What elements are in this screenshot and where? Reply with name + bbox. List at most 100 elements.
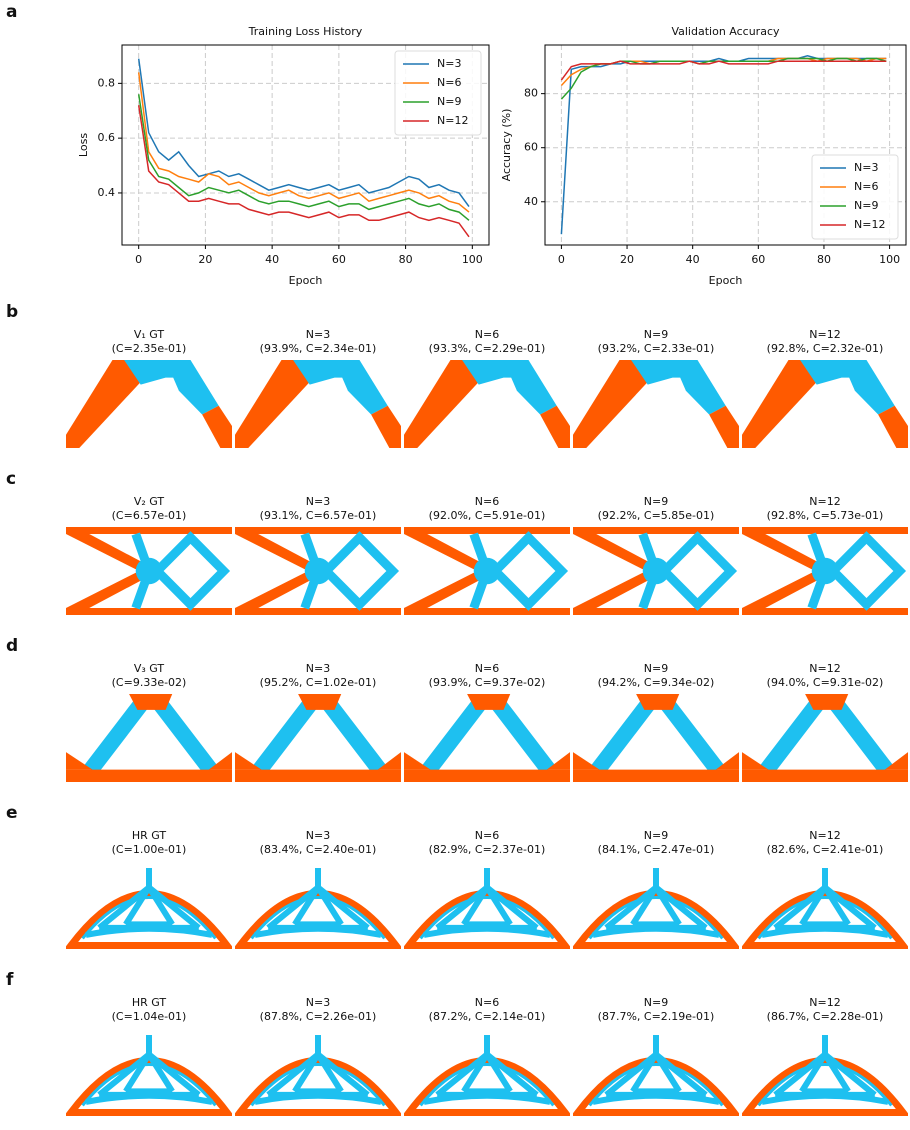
column-title: N=9 — [644, 829, 668, 842]
solid-region — [812, 558, 839, 584]
panel-label: c — [6, 469, 16, 489]
solid-region — [474, 558, 501, 584]
structure-image — [573, 694, 739, 782]
column-subtitle: (87.8%, C=2.26e-01) — [260, 1010, 377, 1023]
panel-label: b — [6, 302, 18, 322]
column-subtitle: (87.7%, C=2.19e-01) — [598, 1010, 715, 1023]
y-axis-label: Accuracy (%) — [500, 109, 513, 182]
x-tick-label: 80 — [817, 253, 831, 266]
solid-region — [573, 608, 739, 615]
column-title: N=6 — [475, 662, 499, 675]
solid-region — [573, 527, 739, 534]
solid-region — [404, 608, 570, 615]
structure-image — [66, 694, 232, 782]
x-tick-label: 40 — [686, 253, 700, 266]
column-title: HR GT — [132, 829, 167, 842]
y-tick-label: 60 — [524, 141, 538, 154]
column-title: N=3 — [306, 662, 330, 675]
legend-label: N=12 — [854, 218, 885, 231]
solid-region — [742, 527, 908, 534]
column-title: N=3 — [306, 495, 330, 508]
column-subtitle: (C=1.00e-01) — [112, 843, 187, 856]
structure-image — [573, 527, 739, 615]
column-subtitle: (93.1%, C=6.57e-01) — [260, 509, 377, 522]
structure-image — [573, 1028, 739, 1116]
column-title: N=6 — [475, 996, 499, 1009]
column-title: V₂ GT — [134, 495, 165, 508]
column-subtitle: (82.6%, C=2.41e-01) — [767, 843, 884, 856]
legend-label: N=6 — [854, 180, 878, 193]
structure-image — [66, 527, 232, 615]
column-title: V₁ GT — [134, 328, 165, 341]
structure-image — [573, 360, 739, 448]
column-title: N=9 — [644, 495, 668, 508]
structure-image — [742, 694, 908, 782]
solid-region — [235, 608, 401, 615]
structure-image — [404, 360, 570, 448]
x-tick-label: 20 — [620, 253, 634, 266]
solid-region — [66, 770, 232, 782]
column-subtitle: (92.8%, C=5.73e-01) — [767, 509, 884, 522]
y-axis-label: Loss — [77, 133, 90, 157]
x-tick-label: 0 — [558, 253, 565, 266]
structure-image — [742, 360, 908, 448]
structure-image — [404, 694, 570, 782]
x-axis-label: Epoch — [289, 274, 323, 287]
column-title: N=6 — [475, 328, 499, 341]
solid-region — [136, 558, 163, 584]
column-title: N=9 — [644, 328, 668, 341]
column-subtitle: (93.9%, C=2.34e-01) — [260, 342, 377, 355]
column-subtitle: (84.1%, C=2.47e-01) — [598, 843, 715, 856]
solid-region — [404, 770, 570, 782]
column-subtitle: (92.0%, C=5.91e-01) — [429, 509, 546, 522]
column-subtitle: (87.2%, C=2.14e-01) — [429, 1010, 546, 1023]
column-subtitle: (93.9%, C=9.37e-02) — [429, 676, 546, 689]
column-title: N=6 — [475, 829, 499, 842]
column-subtitle: (94.0%, C=9.31e-02) — [767, 676, 884, 689]
column-title: N=12 — [809, 829, 840, 842]
y-tick-label: 0.8 — [98, 76, 116, 89]
series-line — [561, 61, 886, 80]
legend-label: N=9 — [437, 95, 461, 108]
legend-label: N=12 — [437, 114, 468, 127]
structure-image — [66, 861, 232, 949]
structure-image — [66, 1028, 232, 1116]
solid-region — [573, 770, 739, 782]
solid-region — [66, 527, 232, 534]
figure: a Training Loss History Epoch Loss 0 20 40 60 8… — [0, 0, 910, 1126]
structure-image — [235, 861, 401, 949]
y-tick-label: 80 — [524, 87, 538, 100]
structure-image — [235, 1028, 401, 1116]
legend-label: N=6 — [437, 76, 461, 89]
structure-image — [235, 360, 401, 448]
structure-image — [404, 1028, 570, 1116]
column-title: N=3 — [306, 328, 330, 341]
solid-region — [404, 527, 570, 534]
solid-region — [742, 608, 908, 615]
column-subtitle: (83.4%, C=2.40e-01) — [260, 843, 377, 856]
structure-image — [404, 527, 570, 615]
legend-label: N=9 — [854, 199, 878, 212]
structure-image — [742, 1028, 908, 1116]
x-tick-label: 40 — [265, 253, 279, 266]
solid-region — [305, 558, 332, 584]
structure-image — [742, 861, 908, 949]
solid-region — [742, 770, 908, 782]
panel-label: a — [6, 2, 17, 22]
column-title: N=12 — [809, 328, 840, 341]
solid-region — [66, 608, 232, 615]
x-tick-label: 100 — [462, 253, 483, 266]
panel-label: e — [6, 803, 18, 823]
column-subtitle: (92.8%, C=2.32e-01) — [767, 342, 884, 355]
column-title: N=3 — [306, 829, 330, 842]
column-title: N=3 — [306, 996, 330, 1009]
x-axis-label: Epoch — [709, 274, 743, 287]
column-subtitle: (C=1.04e-01) — [112, 1010, 187, 1023]
x-tick-label: 80 — [399, 253, 413, 266]
column-subtitle: (C=2.35e-01) — [112, 342, 187, 355]
y-tick-label: 40 — [524, 195, 538, 208]
x-tick-label: 100 — [879, 253, 900, 266]
chart-title: Training Loss History — [248, 25, 363, 38]
column-title: N=12 — [809, 996, 840, 1009]
structure-image — [66, 360, 232, 448]
